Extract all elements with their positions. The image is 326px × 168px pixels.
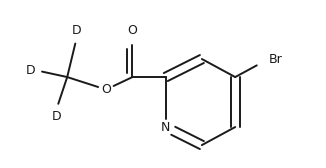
Text: D: D (26, 64, 35, 77)
Text: D: D (51, 110, 61, 123)
Text: Br: Br (269, 53, 282, 66)
Text: O: O (127, 24, 137, 37)
Text: D: D (72, 24, 82, 37)
Text: N: N (161, 121, 170, 134)
Text: O: O (101, 83, 111, 96)
